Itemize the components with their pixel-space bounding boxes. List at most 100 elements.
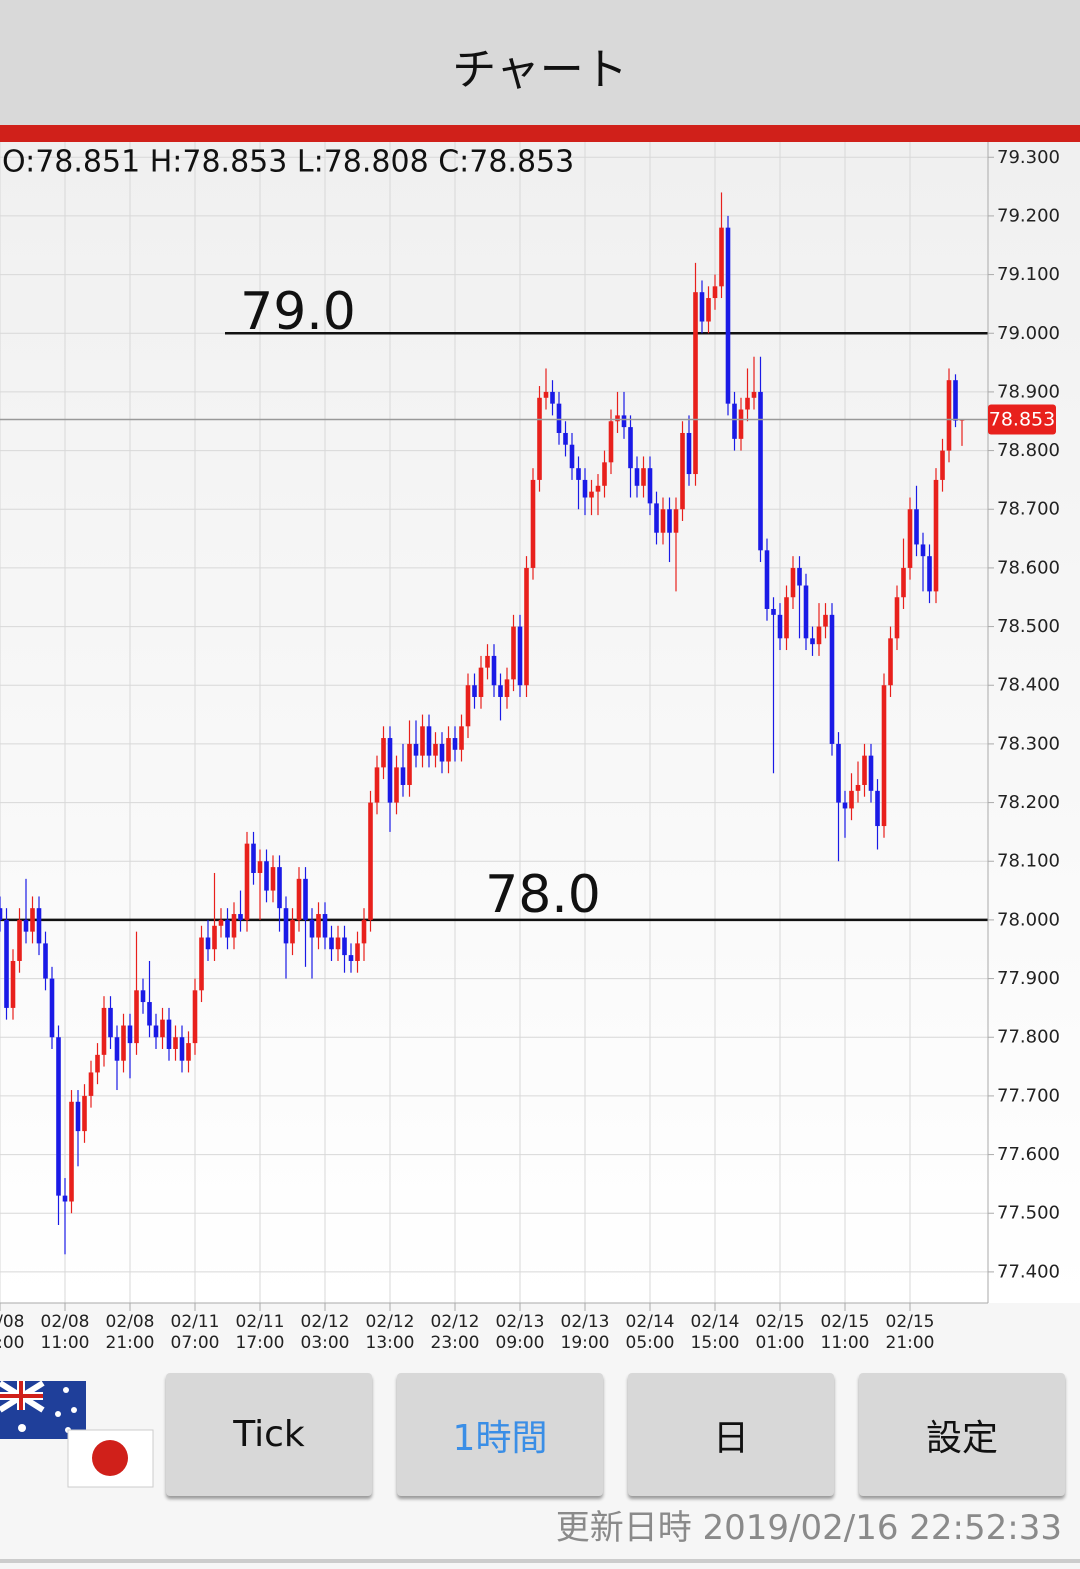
candle-body [95, 1054, 100, 1073]
x-tick-label: 02/08 01:00 [0, 1312, 25, 1353]
candle-body [647, 468, 653, 504]
candle-body [121, 1025, 126, 1061]
candle-body [498, 685, 503, 697]
candle-body [829, 614, 835, 744]
candle-body [784, 597, 789, 639]
hour-button[interactable]: 1時間 [397, 1373, 603, 1496]
candle-body [277, 867, 282, 909]
x-tick-label: 02/15 21:00 [885, 1312, 935, 1353]
candle-body [446, 738, 451, 762]
y-tick-label: 78.400 [997, 675, 1060, 696]
candle-body [693, 292, 698, 475]
candle-body [745, 397, 750, 410]
candle-body [875, 790, 880, 827]
x-tick-label: 02/13 19:00 [560, 1312, 610, 1353]
y-tick-label: 78.100 [997, 851, 1060, 872]
candle-body [231, 914, 237, 938]
last-price-badge [988, 404, 1056, 435]
settings-button[interactable]: 設定 [859, 1373, 1065, 1496]
candle-body [738, 409, 744, 439]
y-tick-label: 78.200 [997, 792, 1060, 813]
candle-body [855, 784, 861, 791]
day-button[interactable]: 日 [628, 1373, 834, 1496]
candle-body [140, 990, 146, 1003]
candle-body [530, 479, 536, 568]
candle-body [894, 597, 900, 639]
y-tick-label: 77.900 [997, 968, 1060, 989]
candle-body [0, 908, 3, 920]
au-flag [0, 1380, 86, 1439]
candle-body [381, 738, 386, 768]
candle-body [901, 567, 906, 598]
candle-body [699, 292, 705, 322]
y-tick-label: 78.000 [997, 909, 1060, 930]
y-tick-label: 78.700 [997, 499, 1060, 520]
candle-body [576, 468, 581, 480]
x-tick-label: 02/08 11:00 [40, 1312, 90, 1353]
candle-body [836, 743, 841, 803]
candle-body [946, 380, 952, 451]
candle-body [296, 878, 302, 920]
candle-body [777, 614, 783, 639]
plot-background [0, 142, 1080, 1303]
candle-body [322, 914, 328, 938]
candle-body [595, 485, 601, 492]
x-tick-label: 02/13 09:00 [495, 1312, 545, 1353]
candle-body [205, 937, 211, 950]
candle-body [927, 556, 932, 592]
y-tick-label: 78.600 [997, 557, 1060, 578]
candle-body [790, 567, 796, 598]
candle-body [270, 867, 276, 891]
candle-body [244, 843, 250, 920]
candle-body [348, 955, 354, 961]
candle-body [556, 403, 562, 433]
x-tick-label: 02/15 01:00 [755, 1312, 805, 1353]
candle-body [524, 567, 529, 686]
candle-body [550, 391, 555, 404]
candle-body [823, 614, 828, 627]
candle-body [218, 919, 224, 926]
candle-body [452, 738, 458, 750]
candle-body [797, 567, 802, 586]
y-tick-label: 77.800 [997, 1027, 1060, 1048]
candle-body [725, 227, 731, 404]
candle-body [628, 427, 633, 469]
candle-body [667, 509, 672, 533]
candle-body [329, 937, 334, 950]
x-tick-label: 02/08 21:00 [105, 1312, 155, 1353]
candle-body [186, 1043, 191, 1061]
screen-title: チャート [452, 45, 628, 96]
candle-body [69, 1101, 74, 1202]
x-tick-label: 02/12 23:00 [430, 1312, 480, 1353]
candle-body [478, 667, 484, 697]
candle-body [407, 743, 412, 785]
candle-body [459, 726, 464, 750]
candle-body [127, 1025, 133, 1044]
candle-body [400, 767, 406, 785]
candle-body [264, 861, 269, 891]
y-tick-label: 77.700 [997, 1085, 1060, 1106]
candle-body [361, 919, 367, 944]
candle-body [732, 403, 737, 439]
candle-body [56, 1037, 61, 1196]
candle-body [933, 479, 939, 592]
candle-body [316, 914, 321, 938]
y-tick-label: 78.900 [997, 381, 1060, 402]
candle-body [147, 1002, 152, 1026]
candle-body [582, 479, 588, 498]
y-tick-label: 78.800 [997, 440, 1060, 461]
candle-body [426, 726, 432, 756]
x-tick-label: 02/14 15:00 [690, 1312, 740, 1353]
candle-body [940, 450, 945, 480]
candle-body [621, 415, 627, 428]
level-label: 78.0 [485, 865, 601, 925]
y-tick-label: 79.100 [997, 264, 1060, 285]
candle-body [192, 990, 198, 1044]
tick-button[interactable]: Tick [166, 1373, 372, 1496]
candle-body [49, 978, 55, 1038]
candle-body [920, 544, 926, 557]
candle-body [803, 585, 809, 639]
candle-body [309, 919, 315, 938]
y-tick-label: 79.300 [997, 147, 1060, 168]
